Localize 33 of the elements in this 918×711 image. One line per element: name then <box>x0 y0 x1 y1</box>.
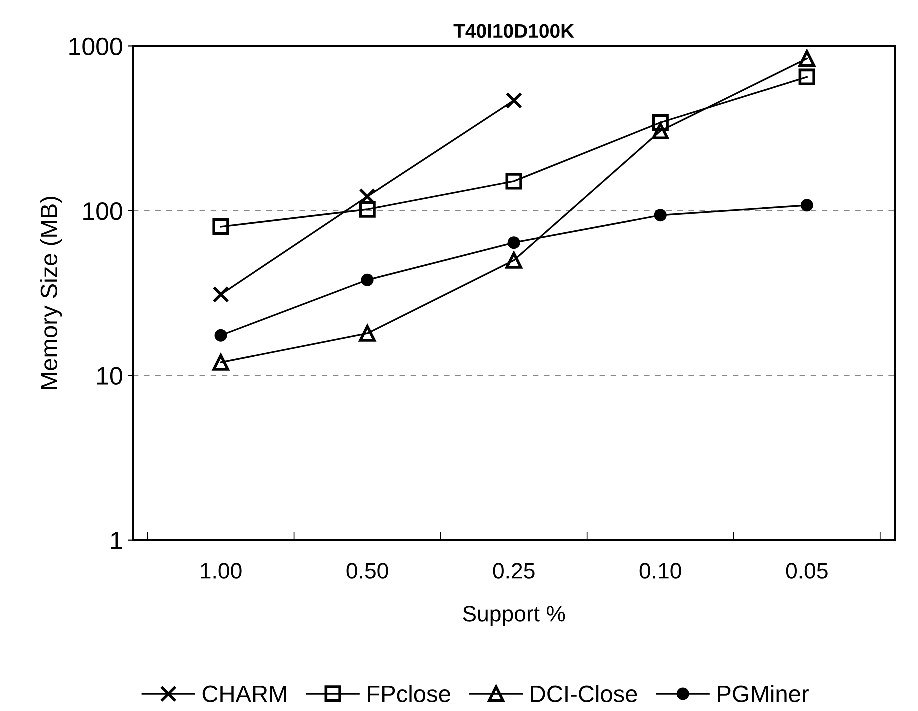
x-tick-label: 0.25 <box>493 563 535 579</box>
y-tick-label: 1 <box>111 532 122 550</box>
y-tick-label: 10 <box>97 367 122 385</box>
x-axis-title: Support % <box>463 606 566 626</box>
y-tick-label: 100 <box>84 202 122 220</box>
point <box>212 354 230 371</box>
point <box>359 201 376 218</box>
x-tick-label: 0.10 <box>640 563 682 579</box>
point <box>652 114 669 132</box>
point <box>214 329 228 342</box>
chart-title: T40I10D100K <box>454 24 574 38</box>
point <box>212 286 230 304</box>
point <box>359 325 376 342</box>
legend-label: CHARM <box>202 686 286 702</box>
y-tick-label: 1000 <box>70 38 122 56</box>
x-tick-label: 0.50 <box>346 563 388 579</box>
point <box>506 92 522 110</box>
point <box>800 199 814 212</box>
x-tick-label: 0.05 <box>786 563 828 579</box>
y-axis-title: Memory Size (MB) <box>40 197 62 390</box>
legend-label: PGMiner <box>718 685 809 702</box>
point <box>652 122 669 140</box>
legend-label: FPclose <box>368 685 450 702</box>
point <box>506 173 522 190</box>
x-tick-label: 1.00 <box>201 563 242 579</box>
point <box>654 209 667 222</box>
point <box>798 50 816 68</box>
point <box>798 68 816 86</box>
point <box>361 274 374 286</box>
point <box>508 236 520 250</box>
point <box>212 218 230 236</box>
point <box>506 252 522 269</box>
legend-label: DCI-Close <box>531 685 638 702</box>
